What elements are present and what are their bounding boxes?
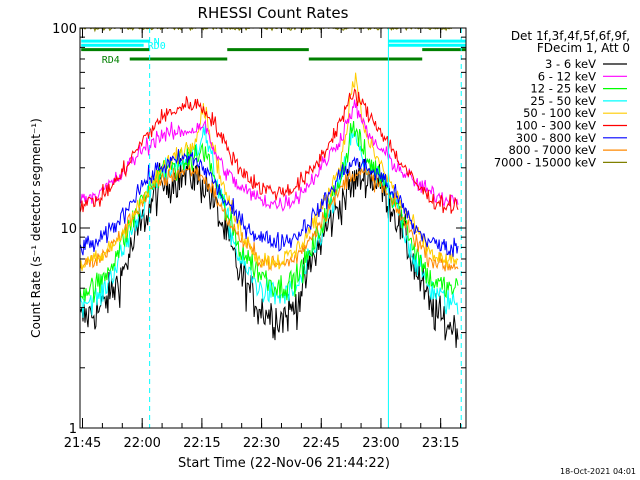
x-tick-label-21-45: 21:45 — [64, 436, 101, 451]
series-line-6-12-kev — [79, 99, 459, 212]
x-tick-label-22-30: 22:30 — [243, 436, 280, 451]
legend-label-100-300-kev: 100 - 300 keV — [516, 119, 596, 133]
legend-header-line-2: FDecim 1, Att 0 — [537, 41, 630, 55]
legend-label-50-100-kev: 50 - 100 keV — [523, 106, 596, 120]
series-line-100-300-kev — [79, 88, 459, 214]
x-tick-label-23-15: 23:15 — [422, 436, 459, 451]
x-tick-label-22-00: 22:00 — [123, 436, 160, 451]
legend-label-12-25-kev: 12 - 25 keV — [530, 82, 596, 96]
legend-label-7000-15000-kev: 7000 - 15000 keV — [494, 155, 596, 169]
flag-label-rd0: RD0 — [148, 41, 166, 52]
x-axis-label: Start Time (22-Nov-06 21:44:22) — [178, 456, 390, 471]
y-axis-label: Count Rate (s⁻¹ detector segment⁻¹) — [29, 118, 43, 338]
series-line-50-100-kev — [79, 72, 459, 272]
x-tick-label-23-00: 23:00 — [362, 436, 399, 451]
y-tick-label-100: 100 — [52, 22, 77, 37]
chart-title: RHESSI Count Rates — [198, 4, 349, 22]
legend-label-300-800-kev: 300 - 800 keV — [516, 131, 596, 145]
series-line-3-6-kev — [79, 151, 459, 348]
date-stamp: 18-Oct-2021 04:01 — [560, 467, 636, 476]
legend-label-3-6-kev: 3 - 6 keV — [545, 57, 596, 71]
legend-header-line-1: Det 1f,3f,4f,5f,6f,9f, — [511, 29, 630, 43]
series-line-300-800-kev — [79, 149, 459, 257]
y-tick-label-1: 1 — [69, 422, 77, 437]
flag-label-rd4: RD4 — [102, 55, 120, 66]
ticks-layer: 1 10 100 21:45 22:00 22:15 22:30 22:45 23:00 23:1… — [52, 22, 466, 451]
x-tick-label-22-45: 22:45 — [303, 436, 340, 451]
legend-label-800-7000-kev: 800 - 7000 keV — [508, 143, 596, 157]
x-tick-label-22-15: 22:15 — [183, 436, 220, 451]
legend-label-6-12-kev: 6 - 12 keV — [538, 69, 596, 83]
y-tick-label-10: 10 — [60, 222, 77, 237]
flag-label-n: N — [154, 37, 160, 48]
legend: Det 1f,3f,4f,5f,6f,9f, FDecim 1, Att 0 3… — [494, 29, 630, 169]
series-layer — [79, 27, 459, 348]
legend-label-25-50-kev: 25 - 50 keV — [530, 94, 596, 108]
